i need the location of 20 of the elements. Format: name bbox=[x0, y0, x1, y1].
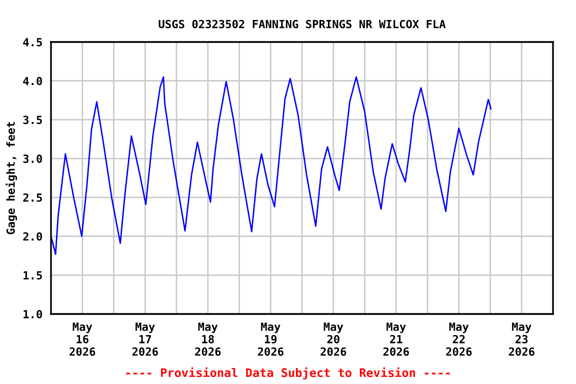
y-tick-label: 1.5 bbox=[24, 271, 42, 280]
x-tick-label: May 22 2026 bbox=[446, 322, 472, 356]
x-tick-label: May 18 2026 bbox=[195, 322, 221, 356]
x-tick-label: May 23 2026 bbox=[508, 322, 534, 356]
y-tick-label: 2.5 bbox=[23, 193, 42, 202]
x-tick-label: May 17 2026 bbox=[132, 322, 158, 356]
x-tick-label: May 20 2026 bbox=[320, 322, 346, 356]
y-axis-title: Gage height, feet bbox=[6, 122, 18, 234]
y-tick-label: 4.0 bbox=[23, 76, 42, 86]
y-tick-label: 3.0 bbox=[23, 154, 42, 163]
x-tick-label: May 19 2026 bbox=[258, 322, 284, 356]
x-tick-label: May 16 2026 bbox=[70, 322, 96, 356]
x-tick-label: May 21 2026 bbox=[383, 322, 409, 356]
y-tick-label: 3.5 bbox=[23, 116, 42, 124]
y-tick-label: 1.0 bbox=[24, 310, 42, 318]
text: ---- Provisional Data Subject to Revision ---- bbox=[126, 367, 450, 380]
chart-title: USGS 02323502 FANNING SPRINGS NR WILCOX FLA bbox=[158, 20, 446, 28]
y-tick-label: 2.0 bbox=[23, 232, 42, 241]
line-series bbox=[51, 76, 492, 255]
y-tick-label: 4.5 bbox=[23, 38, 42, 46]
